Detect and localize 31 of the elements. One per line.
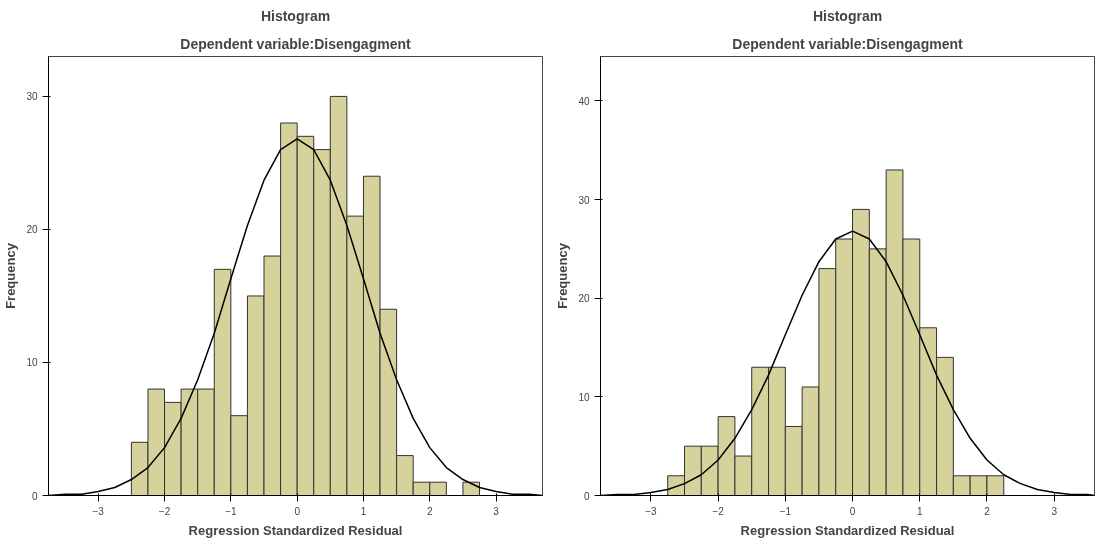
x-tick-label: 3 [1051, 505, 1058, 517]
x-tick-label: 1 [360, 505, 367, 517]
y-axis-title: Frequency [555, 242, 571, 309]
y-tick-label: 10 [578, 391, 590, 403]
y-tick-label: 30 [26, 91, 38, 103]
x-axis-title: Regression Standardized Residual [740, 522, 955, 538]
x-tick-label: 0 [849, 505, 856, 517]
chart-title: Histogram [260, 7, 331, 24]
y-axis-title: Frequency [3, 242, 19, 309]
x-tick-label: −2 [712, 505, 725, 517]
x-axis-title: Regression Standardized Residual [188, 522, 403, 538]
y-tick-label: 40 [578, 95, 590, 107]
y-tick-label: 20 [26, 224, 38, 236]
x-tick-label: −2 [158, 505, 171, 517]
y-tick-label: 0 [583, 490, 590, 502]
x-tick-label: 3 [493, 505, 500, 517]
x-tick-label: −3 [92, 505, 105, 517]
x-tick-label: 2 [426, 505, 433, 517]
y-tick-label: 20 [578, 293, 590, 305]
x-tick-label: −1 [225, 505, 237, 517]
y-tick-label: 10 [26, 357, 38, 369]
x-tick-label: −3 [645, 505, 658, 517]
x-tick-label: 0 [294, 505, 301, 517]
y-tick-label: 0 [31, 490, 38, 502]
chart-subtitle: Dependent variable:Disengagment [732, 35, 963, 52]
y-tick-label: 30 [578, 194, 590, 206]
chart-subtitle: Dependent variable:Disengagment [180, 35, 411, 52]
x-tick-label: 1 [916, 505, 923, 517]
x-tick-label: 2 [984, 505, 991, 517]
x-tick-label: −1 [779, 505, 792, 517]
chart-title: Histogram [812, 7, 883, 24]
